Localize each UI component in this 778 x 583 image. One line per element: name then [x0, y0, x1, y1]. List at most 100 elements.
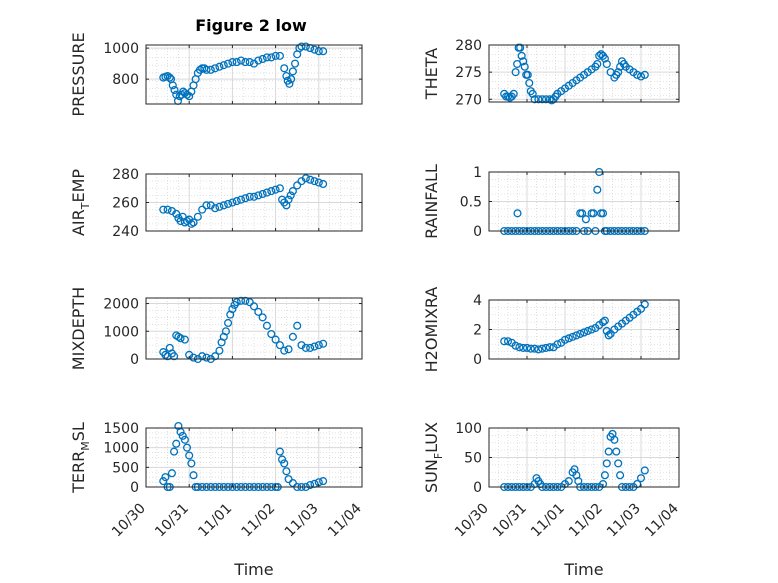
data-point [314, 178, 323, 187]
data-point [614, 68, 623, 77]
data-point [221, 327, 230, 336]
data-point [517, 51, 526, 60]
y-tick-label: 800 [112, 72, 139, 88]
y-tick-label: 1500 [103, 421, 139, 437]
y-tick-label: 0.5 [460, 195, 482, 211]
y-tick-label: 280 [455, 38, 482, 54]
data-point [170, 85, 179, 95]
data-point [614, 459, 623, 468]
axes-frame [145, 44, 363, 105]
data-point [538, 344, 547, 353]
data-point [587, 325, 596, 334]
y-axis-label: PRESSURE [69, 32, 88, 116]
data-point [254, 191, 263, 200]
data-point [176, 427, 185, 436]
data-point [285, 79, 294, 88]
data-point [245, 298, 254, 307]
data-point [568, 332, 577, 341]
data-point [301, 343, 310, 352]
data-point [202, 201, 211, 210]
data-point [228, 198, 237, 207]
y-axis-label: TERRMSL [69, 422, 92, 494]
subplot-4: 0 0.5 1 RAINFALL [422, 164, 680, 240]
data-point [319, 47, 328, 56]
data-point [314, 341, 323, 350]
x-tick-label: 11/03 [282, 501, 322, 541]
data-point [519, 343, 528, 352]
data-point [525, 78, 534, 88]
data-point [579, 328, 589, 337]
data-point [511, 68, 520, 77]
x-tick-label: 11/03 [604, 501, 644, 541]
data-point [538, 95, 547, 104]
x-tick-label: 11/02 [566, 501, 606, 541]
x-tick-label: 10/30 [452, 501, 492, 541]
data-point [189, 353, 198, 362]
data-point [161, 473, 170, 482]
y-axis-label: MIXDEPTH [69, 287, 88, 370]
data-point [515, 343, 524, 352]
data-point [640, 70, 649, 79]
data-point [612, 447, 621, 456]
subplot-6: 0 2 4 H2OMIXRA [422, 287, 680, 372]
data-point [602, 59, 611, 69]
data-point [530, 344, 539, 353]
data-point [170, 352, 179, 361]
data-point [509, 89, 518, 98]
data-point [553, 340, 562, 349]
data-point [511, 341, 520, 350]
axes-frame [488, 44, 680, 103]
data-point [271, 51, 280, 60]
data-point [185, 451, 194, 460]
data-point [513, 209, 522, 218]
data-point [288, 332, 297, 341]
data-point [215, 202, 224, 211]
data-point [564, 334, 573, 343]
data-point [254, 307, 263, 316]
data-point [224, 59, 233, 68]
data-point [249, 192, 259, 201]
y-axis-label: THETA [422, 48, 441, 100]
data-point [288, 67, 297, 76]
data-point [185, 92, 194, 101]
x-axis-label: Time [233, 560, 273, 579]
data-point [503, 337, 513, 346]
data-point [583, 326, 592, 336]
data-point [604, 331, 613, 340]
data-point [541, 95, 551, 104]
data-point [572, 331, 581, 340]
data-point [211, 204, 220, 213]
data-point [267, 329, 276, 339]
y-tick-label: 1000 [103, 441, 139, 457]
data-point [258, 54, 267, 64]
data-point [589, 209, 598, 218]
data-point [278, 455, 287, 464]
data-point [163, 205, 172, 214]
data-point [165, 73, 174, 82]
data-point [202, 353, 211, 362]
y-tick-label: 50 [464, 451, 482, 467]
data-point [616, 471, 625, 480]
x-tick-label: 11/01 [528, 501, 568, 541]
data-point [636, 474, 646, 483]
data-point [301, 174, 310, 183]
data-point [516, 43, 525, 52]
data-point [564, 477, 573, 486]
y-tick-label: 0 [130, 480, 139, 496]
subplot-8: 0 50 100 SUNFLUX 10/3010/3111/0111/0211/0311… [422, 421, 682, 540]
data-point [284, 195, 293, 204]
data-point [254, 56, 263, 65]
data-point [189, 471, 198, 480]
data-point [262, 321, 272, 330]
data-point [288, 187, 297, 196]
data-point [198, 205, 207, 214]
data-point [530, 95, 539, 104]
data-point [282, 467, 291, 476]
data-point [280, 64, 289, 73]
data-point [178, 431, 187, 440]
data-point [224, 199, 233, 208]
data-point [293, 321, 302, 330]
data-point [600, 316, 609, 325]
data-point [211, 352, 220, 361]
data-point [636, 72, 646, 81]
